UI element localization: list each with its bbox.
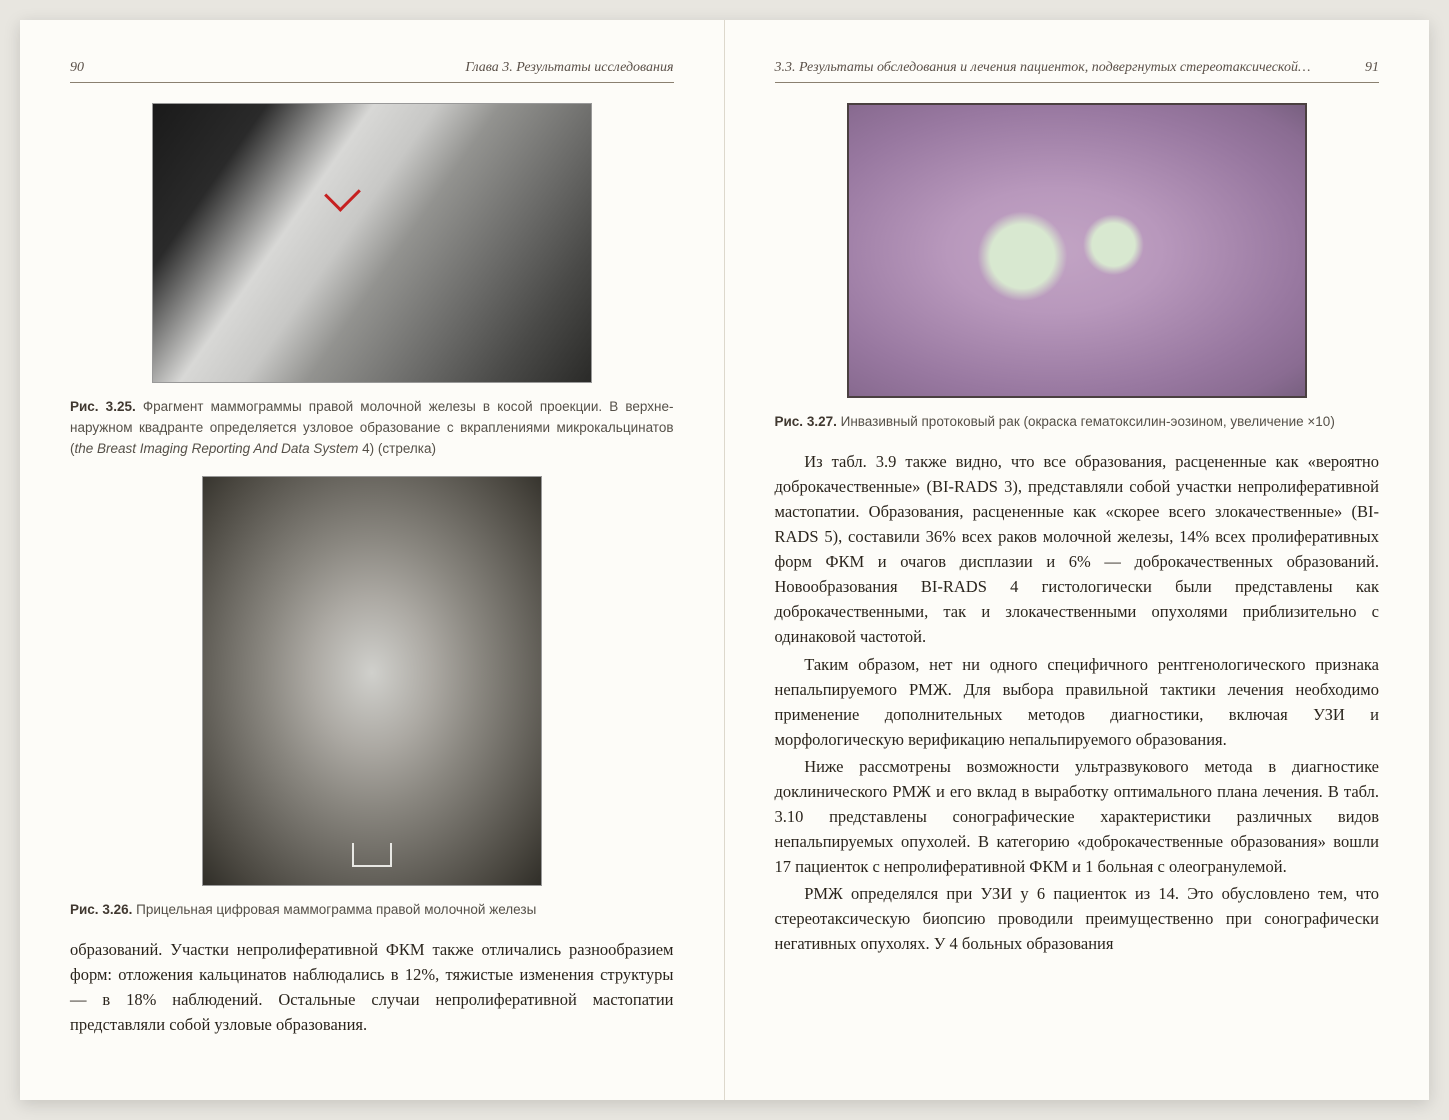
book-spread: 90 Глава 3. Результаты исследования Рис.… [20,20,1429,1100]
mammogram-image-1 [152,103,592,383]
caption-3-26: Рис. 3.26. Прицельная цифровая маммограм… [70,900,674,921]
page-number-left: 90 [70,60,84,76]
body-right: Из табл. 3.9 также видно, что все образо… [775,449,1380,957]
page-left: 90 Глава 3. Результаты исследования Рис.… [20,20,725,1100]
header-right: 3.3. Результаты обследования и лечения п… [775,60,1380,83]
figure-3-25: Рис. 3.25. Фрагмент маммограммы правой м… [70,103,674,460]
figure-3-26: Рис. 3.26. Прицельная цифровая маммограм… [70,476,674,921]
page-right: 3.3. Результаты обследования и лечения п… [725,20,1430,1100]
body-left: образований. Участки непролиферативной Ф… [70,937,674,1037]
paragraph: Из табл. 3.9 также видно, что все образо… [775,449,1380,650]
histology-image [847,103,1307,398]
caption-text-after: 4) (стрелка) [358,441,436,456]
chapter-header-left: Глава 3. Результаты исследования [465,60,673,76]
caption-text: Прицельная цифровая маммограмма правой м… [136,902,536,917]
header-left: 90 Глава 3. Результаты исследования [70,60,674,83]
mammogram-image-2 [202,476,542,886]
page-number-right: 91 [1365,60,1379,76]
figure-label: Рис. 3.25. [70,399,136,414]
caption-text: Инвазивный протоковый рак (окраска гемат… [841,414,1335,429]
caption-3-27: Рис. 3.27. Инвазивный протоковый рак (ок… [775,412,1380,433]
paragraph: Ниже рассмотрены возможности ультразвуко… [775,754,1380,879]
paragraph: Таким образом, нет ни одного специфичног… [775,652,1380,752]
paragraph: РМЖ определялся при УЗИ у 6 пациенток из… [775,881,1380,956]
section-header-right: 3.3. Результаты обследования и лечения п… [775,60,1311,76]
paragraph: образований. Участки непролиферативной Ф… [70,937,674,1037]
figure-label: Рис. 3.26. [70,902,132,917]
figure-3-27: Рис. 3.27. Инвазивный протоковый рак (ок… [775,103,1380,433]
caption-3-25: Рис. 3.25. Фрагмент маммограммы правой м… [70,397,674,460]
figure-label: Рис. 3.27. [775,414,837,429]
caption-italic: the Breast Imaging Reporting And Data Sy… [75,441,359,456]
